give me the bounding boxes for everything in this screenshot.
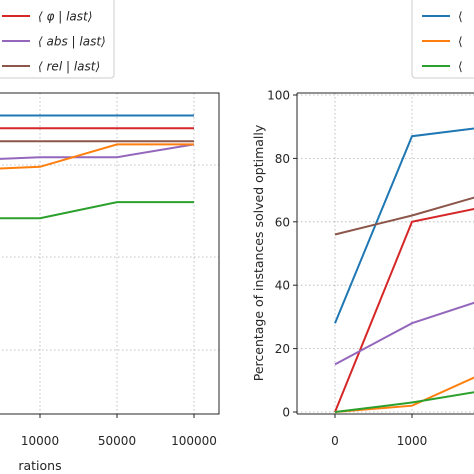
right-x-tick-label: 0 [331, 434, 339, 448]
right-series-line-0 [334, 127, 474, 324]
right-series-line-3 [334, 301, 474, 366]
left-series-line-1 [0, 143, 195, 160]
right-x-ticks: 0 1000 [331, 414, 428, 448]
right-y-tick-label: 40 [275, 279, 290, 293]
right-legend-bracket: ⟨ [458, 35, 463, 49]
right-series-lines [334, 127, 474, 413]
right-y-tick-label: 0 [282, 406, 290, 420]
right-legend-box [411, 0, 474, 79]
right-y-tick-label: 60 [275, 215, 290, 229]
right-x-tick-label: 1000 [397, 434, 428, 448]
left-series-line-4 [0, 143, 194, 170]
left-legend-box [0, 0, 115, 79]
left-gridlines [0, 93, 219, 414]
right-series-line-4 [334, 376, 474, 413]
right-y-tick-label: 100 [267, 89, 290, 103]
right-series-line-1 [334, 207, 474, 413]
left-panel: 10000 50000 100000 rations ⟨ φ | last⟩ ⟨ ab… [0, 0, 220, 473]
right-legend-bracket: ⟨ [458, 10, 463, 24]
left-legend: ⟨ φ | last⟩ ⟨ abs | last⟩ ⟨ rel | last⟩ [0, 0, 115, 79]
right-series-line-2 [334, 196, 474, 236]
left-legend-label: ⟨ abs | last⟩ [38, 35, 106, 49]
left-x-tick-label: 50000 [98, 434, 136, 448]
left-x-ticks: 10000 50000 100000 [21, 414, 217, 448]
left-x-axis-label: rations [18, 458, 61, 473]
left-legend-label: ⟨ rel | last⟩ [38, 60, 100, 74]
left-series-line-5 [0, 201, 194, 220]
right-y-tick-label: 80 [275, 152, 290, 166]
left-plot-frame [0, 92, 220, 415]
left-legend-label: ⟨ φ | last⟩ [38, 10, 92, 24]
right-legend: ⟨ ⟨ ⟨ [411, 0, 474, 79]
right-legend-bracket: ⟨ [458, 60, 463, 74]
right-y-axis-label: Percentage of instances solved optimally [251, 124, 266, 381]
left-series-lines [0, 114, 195, 220]
right-y-tick-label: 20 [275, 342, 290, 356]
right-y-ticks: 0 20 40 60 80 100 [267, 89, 297, 420]
left-x-tick-label: 100000 [171, 434, 217, 448]
left-x-tick-label: 10000 [21, 434, 59, 448]
right-series-line-5 [334, 391, 474, 413]
right-panel: 0 20 40 60 80 100 0 1000 Percentage of instanc… [251, 0, 474, 448]
right-gridlines [297, 93, 474, 414]
